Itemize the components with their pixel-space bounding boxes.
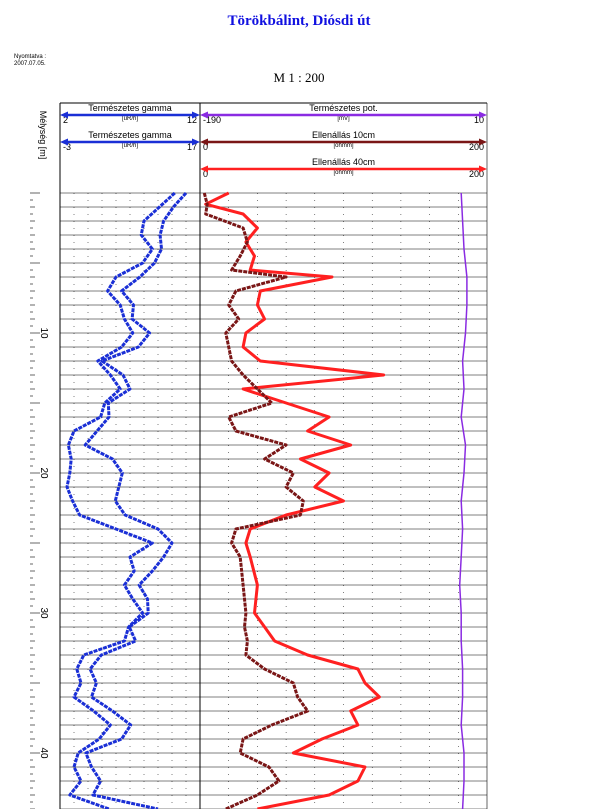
gamma-1-header-arrow-right [192, 111, 200, 119]
res40-header-min: 0 [203, 169, 208, 179]
sp-header-min: -190 [203, 115, 221, 125]
gamma-2-header-unit: [uR/h] [122, 143, 138, 149]
res10-header-min: 0 [203, 142, 208, 152]
gamma-2-header-min: -3 [63, 142, 71, 152]
print-date-label: Nyomtatva : [14, 54, 47, 60]
gamma-1-header-max: 12 [187, 115, 197, 125]
log-title: Törökbálint, Diósdi út [227, 13, 371, 29]
gamma-curve [65, 191, 176, 809]
sp-curve [458, 192, 468, 809]
depth-tick-label: 20 [38, 467, 49, 479]
scale-label: M 1 : 200 [273, 70, 325, 85]
res10-header-max: 200 [469, 142, 484, 152]
print-date-value: 2007.07.05. [14, 61, 46, 67]
res10-header-arrow-left [200, 138, 208, 146]
res40-header-max: 200 [469, 169, 484, 179]
depth-tick-label: 10 [38, 327, 49, 339]
res40-header-name: Ellenállás 40cm [312, 157, 375, 167]
res10-header-name: Ellenállás 10cm [312, 130, 375, 140]
sp-header-arrow-right [479, 111, 487, 119]
print-date: Nyomtatva : 2007.07.05. [14, 54, 46, 68]
resistivity-10cm-curve [202, 192, 310, 809]
res40-header-arrow-right [479, 165, 487, 173]
resistivity-40cm-curve [204, 191, 386, 809]
gamma-2-header-arrow-right [192, 138, 200, 146]
sp-header-name: Természetes pot. [309, 103, 378, 113]
gamma-1-header-name: Természetes gamma [88, 103, 172, 113]
gamma-1-header-arrow-left [60, 111, 68, 119]
res10-header-unit: [ohmm] [333, 143, 353, 149]
sp-header-unit: [mV] [337, 116, 350, 122]
depth-tick-label: 40 [38, 747, 49, 759]
res40-header-unit: [ohmm] [333, 170, 353, 176]
sp-header-arrow-left [200, 111, 208, 119]
gamma-2-header-max: 17 [187, 142, 197, 152]
sp-header-max: 10 [474, 115, 484, 125]
gamma-curve-wide-scale [83, 191, 188, 809]
depth-axis-title: Mélység [m] [38, 111, 48, 160]
gamma-1-header-min: 2 [63, 115, 68, 125]
gamma-2-header-name: Természetes gamma [88, 130, 172, 140]
depth-tick-label: 30 [38, 607, 49, 619]
res40-header-arrow-left [200, 165, 208, 173]
gamma-2-header-arrow-left [60, 138, 68, 146]
res10-header-arrow-right [479, 138, 487, 146]
gamma-1-header-unit: [uR/h] [122, 116, 138, 122]
